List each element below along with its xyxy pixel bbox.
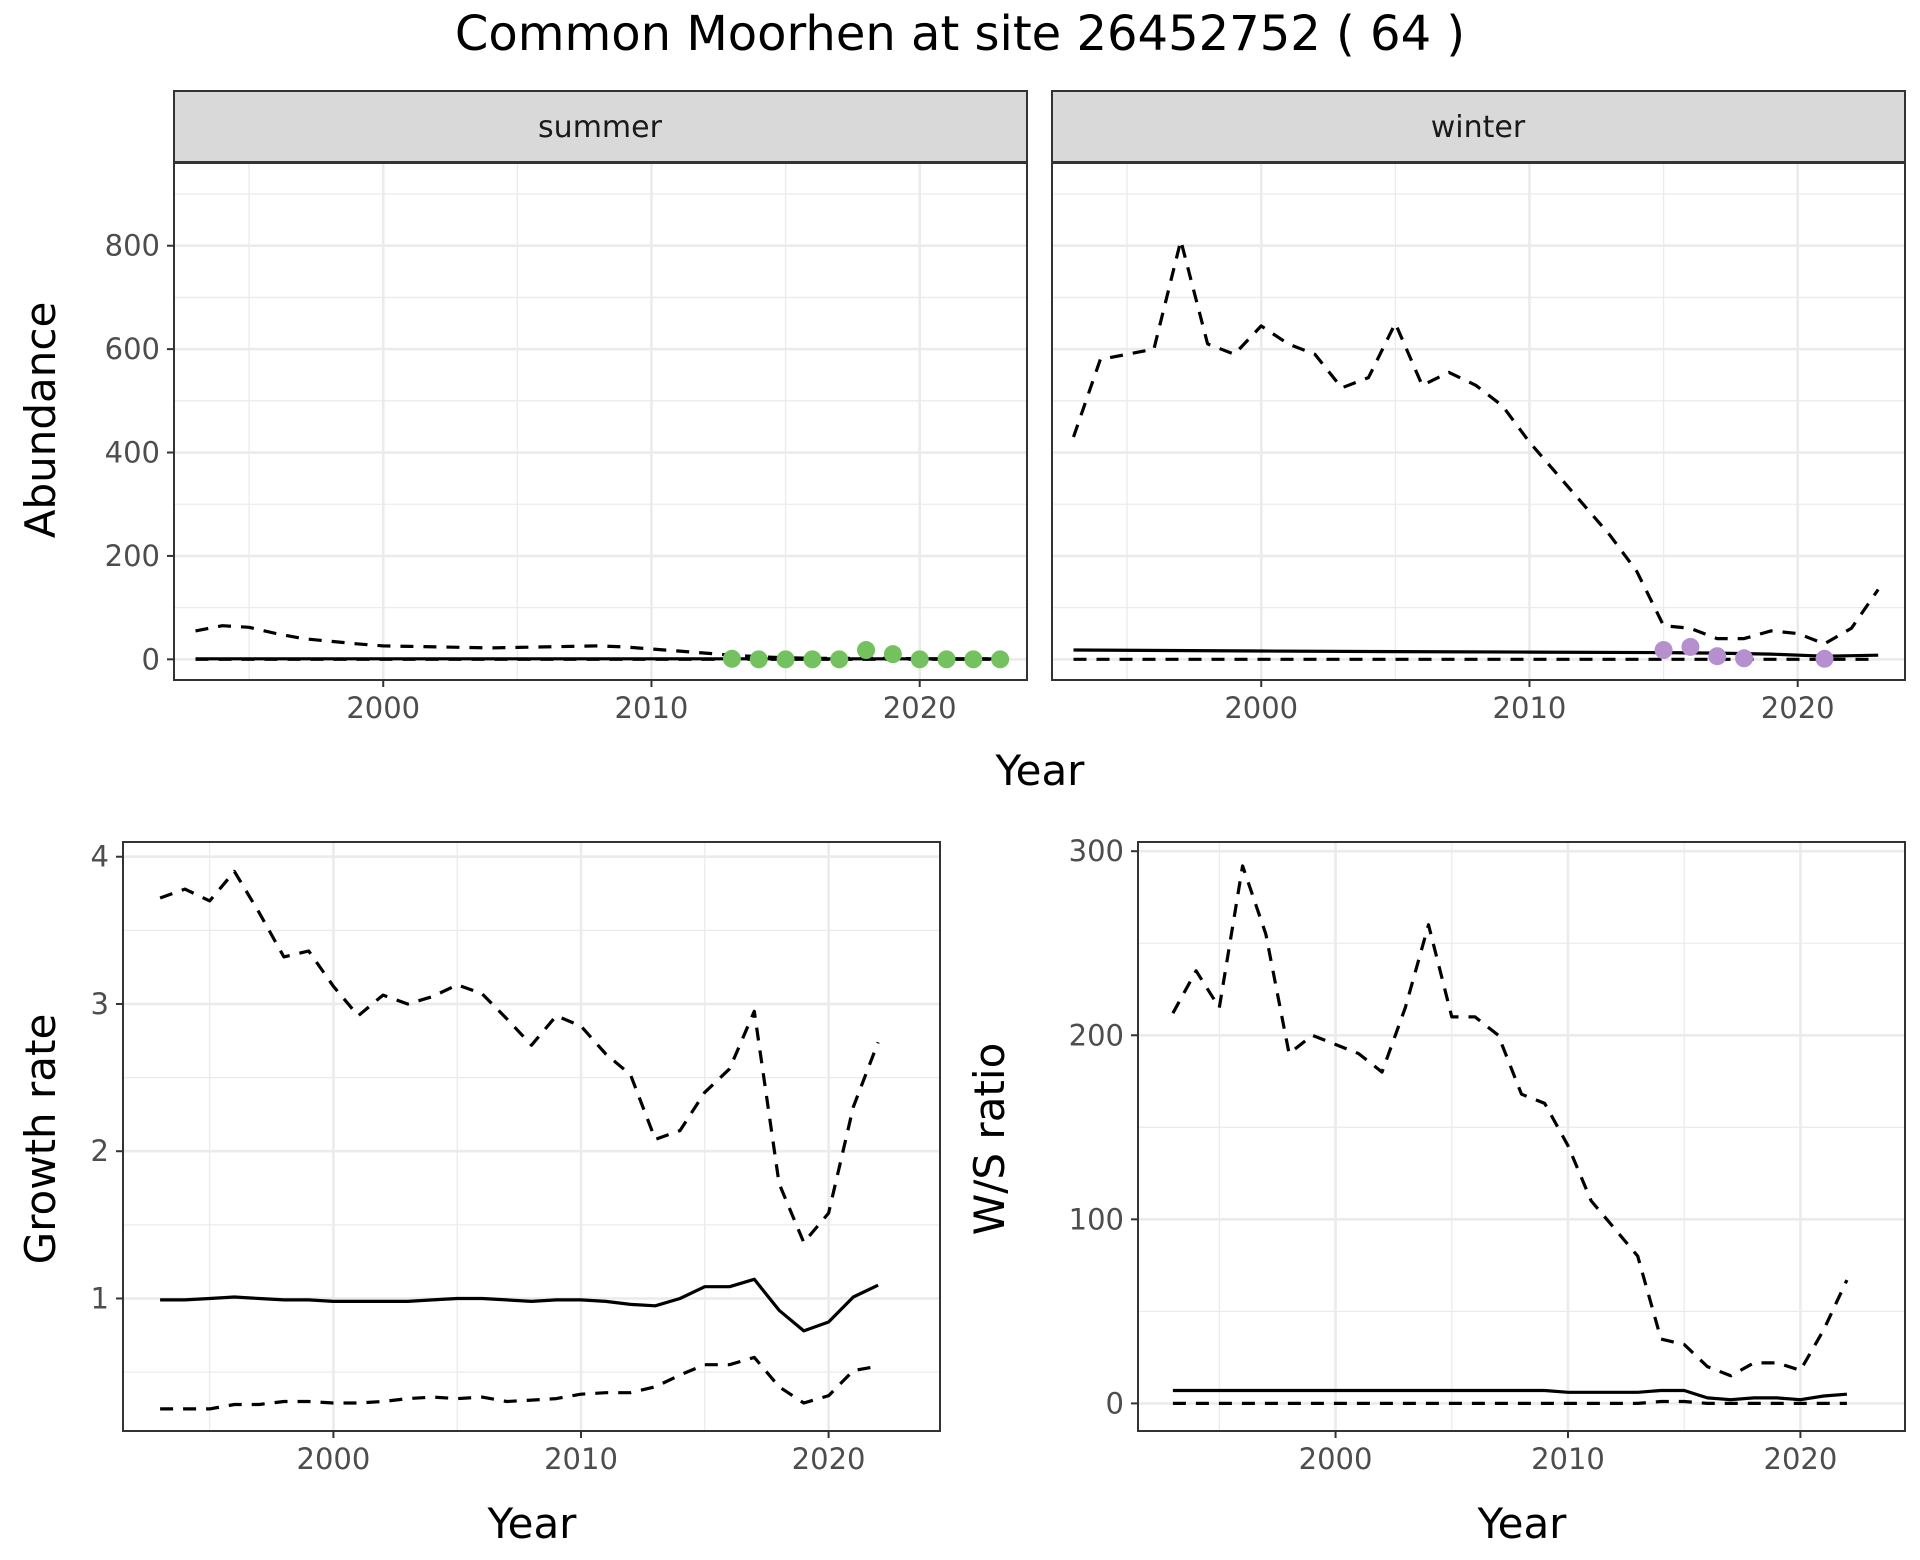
abundance-y-axis-title: Abundance	[16, 302, 65, 539]
summer-plot-area	[174, 163, 1027, 680]
ratio-plot-area	[1138, 842, 1905, 1431]
winter-count-point	[1681, 637, 1700, 656]
growth-lower-line	[160, 1355, 879, 1411]
growth-panel-border	[122, 841, 941, 1432]
chart-title: Common Moorhen at site 26452752 ( 64 )	[455, 6, 1465, 62]
summer-y-tick-label: 600	[105, 332, 160, 366]
growth-y-tick-label: 4	[91, 840, 109, 874]
winter-x-tick-label: 2010	[1493, 691, 1567, 725]
growth-plot-area	[123, 842, 940, 1431]
summer-count-point	[964, 650, 983, 669]
ratio-y-tick-label: 100	[1069, 1202, 1124, 1236]
ratio-lower-line	[1172, 1399, 1847, 1405]
ratio-y-tick-label: 300	[1069, 834, 1124, 868]
winter-panel-border	[1051, 162, 1906, 681]
summer-count-point	[991, 650, 1010, 669]
ratio-y-axis-title: W/S ratio	[965, 1043, 1014, 1236]
summer-x-tick-label: 2010	[615, 691, 689, 725]
winter-plot-area	[1052, 163, 1905, 680]
summer-count-point	[749, 650, 768, 669]
winter-count-point	[1708, 647, 1727, 666]
summer-panel-border	[173, 162, 1028, 681]
summer-count-point	[830, 650, 849, 669]
summer-x-tick-label: 2000	[346, 691, 420, 725]
growth-x-axis-title: Year	[487, 1499, 578, 1548]
growth-y-tick-label: 2	[91, 1134, 109, 1168]
summer-x-tick-label: 2020	[883, 691, 957, 725]
panel-ws-ratio: 2000 2010 2020 0 100 200 300	[1069, 834, 1906, 1476]
strip-label-summer: summer	[538, 110, 663, 145]
summer-count-point	[857, 641, 876, 660]
growth-upper-line	[159, 869, 880, 1245]
ratio-x-tick-label: 2010	[1531, 1442, 1605, 1476]
summer-y-tick-label: 800	[105, 229, 160, 263]
ratio-y-tick-label: 0	[1106, 1386, 1124, 1420]
growth-x-tick-label: 2010	[544, 1442, 618, 1476]
ratio-x-tick-label: 2020	[1764, 1442, 1838, 1476]
growth-y-tick-label: 3	[91, 987, 109, 1021]
strip-summer	[173, 90, 1028, 163]
winter-upper-bound-line	[1071, 239, 1880, 646]
summer-count-point	[722, 649, 741, 668]
panel-growth-rate: 2000 2010 2020 1 2 3 4	[91, 840, 941, 1476]
summer-y-tick-label: 200	[105, 539, 160, 573]
growth-x-tick-label: 2020	[792, 1442, 866, 1476]
ratio-x-axis-title: Year	[1477, 1499, 1568, 1548]
ratio-estimate-line	[1172, 1388, 1848, 1402]
winter-x-tick-label: 2020	[1761, 691, 1835, 725]
summer-count-point	[883, 645, 902, 664]
growth-x-tick-label: 2000	[297, 1442, 371, 1476]
strip-label-winter: winter	[1431, 110, 1526, 145]
summer-count-point	[776, 650, 795, 669]
panel-summer: summer 2000 2010 2020 0 200 400 600 800	[105, 90, 1028, 725]
growth-y-tick-label: 1	[91, 1281, 109, 1315]
summer-y-tick-label: 0	[142, 642, 160, 676]
summer-y-tick-label: 400	[105, 436, 160, 470]
winter-count-point	[1815, 649, 1834, 668]
winter-x-tick-label: 2000	[1224, 691, 1298, 725]
abundance-x-axis-title: Year	[995, 746, 1086, 795]
summer-count-point	[803, 650, 822, 669]
growth-estimate-line	[160, 1277, 879, 1333]
ratio-panel-border	[1137, 841, 1906, 1432]
growth-y-axis-title: Growth rate	[16, 1014, 65, 1265]
ratio-y-tick-label: 200	[1069, 1018, 1124, 1052]
summer-count-point	[910, 650, 929, 669]
summer-count-point	[937, 650, 956, 669]
winter-count-point	[1654, 641, 1673, 660]
ratio-x-tick-label: 2000	[1299, 1442, 1373, 1476]
panel-winter: winter 2000 2010 2020	[1051, 90, 1906, 725]
winter-count-point	[1735, 649, 1754, 668]
